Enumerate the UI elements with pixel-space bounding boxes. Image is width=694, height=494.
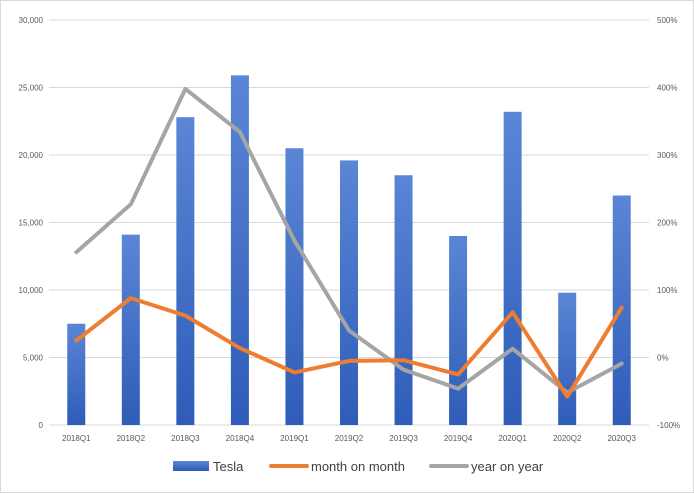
left-tick-label: 25,000 (19, 84, 44, 93)
x-tick-label: 2019Q1 (280, 434, 309, 443)
left-tick-label: 15,000 (19, 219, 44, 228)
line-month-on-month (74, 296, 624, 399)
x-tick-label: 2020Q1 (498, 434, 527, 443)
right-tick-label: -100% (657, 421, 680, 430)
legend: Tesla month on month year on year (173, 459, 544, 474)
x-axis: 2018Q1 2018Q2 2018Q3 2018Q4 2019Q1 2019Q2 2019… (62, 434, 636, 443)
x-tick-label: 2019Q2 (335, 434, 364, 443)
bar (67, 323, 86, 425)
x-tick-label: 2020Q3 (607, 434, 636, 443)
right-tick-label: 400% (657, 84, 677, 93)
line-year-on-year (74, 86, 624, 395)
right-y-axis: -100% 0% 100% 200% 300% 400% 500% (657, 16, 680, 430)
bar (230, 75, 249, 425)
legend-swatch-tesla (173, 461, 209, 471)
x-tick-label: 2018Q1 (62, 434, 91, 443)
left-y-axis: 0 5,000 10,000 15,000 20,000 25,000 30,000 (19, 16, 44, 430)
legend-label-month-on-month: month on month (311, 459, 405, 474)
bar (558, 292, 577, 425)
x-tick-label: 2019Q4 (444, 434, 473, 443)
bar (121, 234, 140, 425)
bar (340, 160, 358, 425)
right-tick-label: 100% (657, 286, 677, 295)
bar (285, 148, 304, 425)
left-tick-label: 5,000 (23, 354, 44, 363)
bar (503, 111, 522, 426)
left-tick-label: 10,000 (19, 286, 44, 295)
left-tick-label: 0 (39, 421, 44, 430)
left-tick-label: 20,000 (19, 151, 44, 160)
x-tick-label: 2018Q4 (226, 434, 255, 443)
bar (394, 175, 413, 425)
x-tick-label: 2019Q3 (389, 434, 418, 443)
x-tick-label: 2020Q2 (553, 434, 582, 443)
x-tick-label: 2018Q3 (171, 434, 200, 443)
bar-series-tesla (67, 75, 631, 426)
right-tick-label: 0% (657, 354, 669, 363)
left-tick-label: 30,000 (19, 16, 44, 25)
legend-label-year-on-year: year on year (471, 459, 544, 474)
bar (176, 117, 195, 425)
bar (449, 236, 468, 425)
right-tick-label: 300% (657, 151, 677, 160)
legend-label-tesla: Tesla (213, 459, 244, 474)
line-series (74, 86, 624, 399)
right-tick-label: 500% (657, 16, 677, 25)
x-tick-label: 2018Q2 (117, 434, 146, 443)
right-tick-label: 200% (657, 219, 677, 228)
